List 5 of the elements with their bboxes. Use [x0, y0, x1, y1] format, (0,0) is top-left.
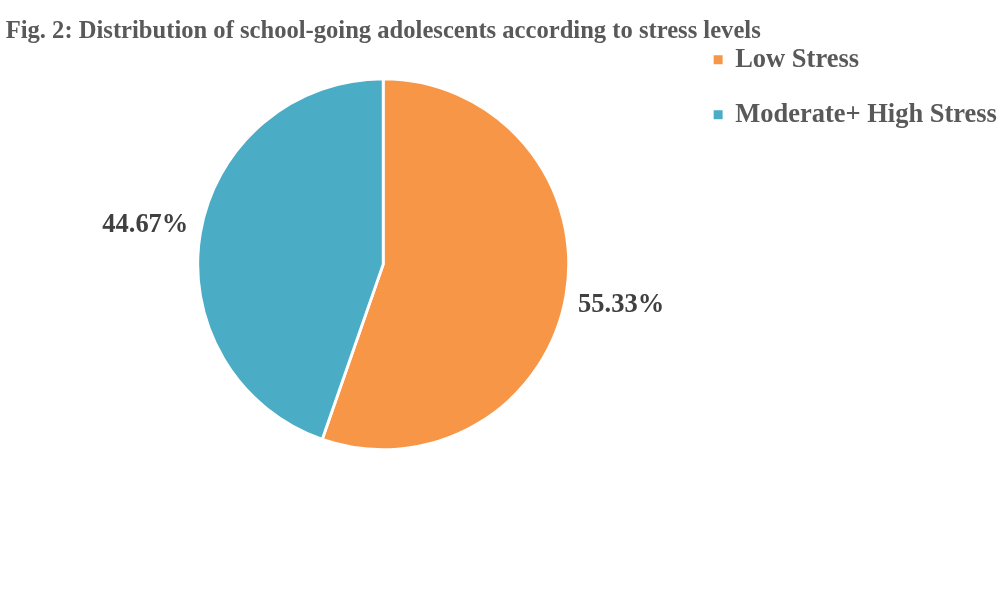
legend-label: Low Stress [735, 43, 860, 74]
legend-label: Moderate+ High Stress [735, 98, 997, 129]
data-label: 44.67% [102, 207, 189, 238]
data-label: 55.33% [578, 287, 665, 318]
chart-title: Fig. 2: Distribution of school-going adolescents according to stress levels [5, 16, 761, 44]
